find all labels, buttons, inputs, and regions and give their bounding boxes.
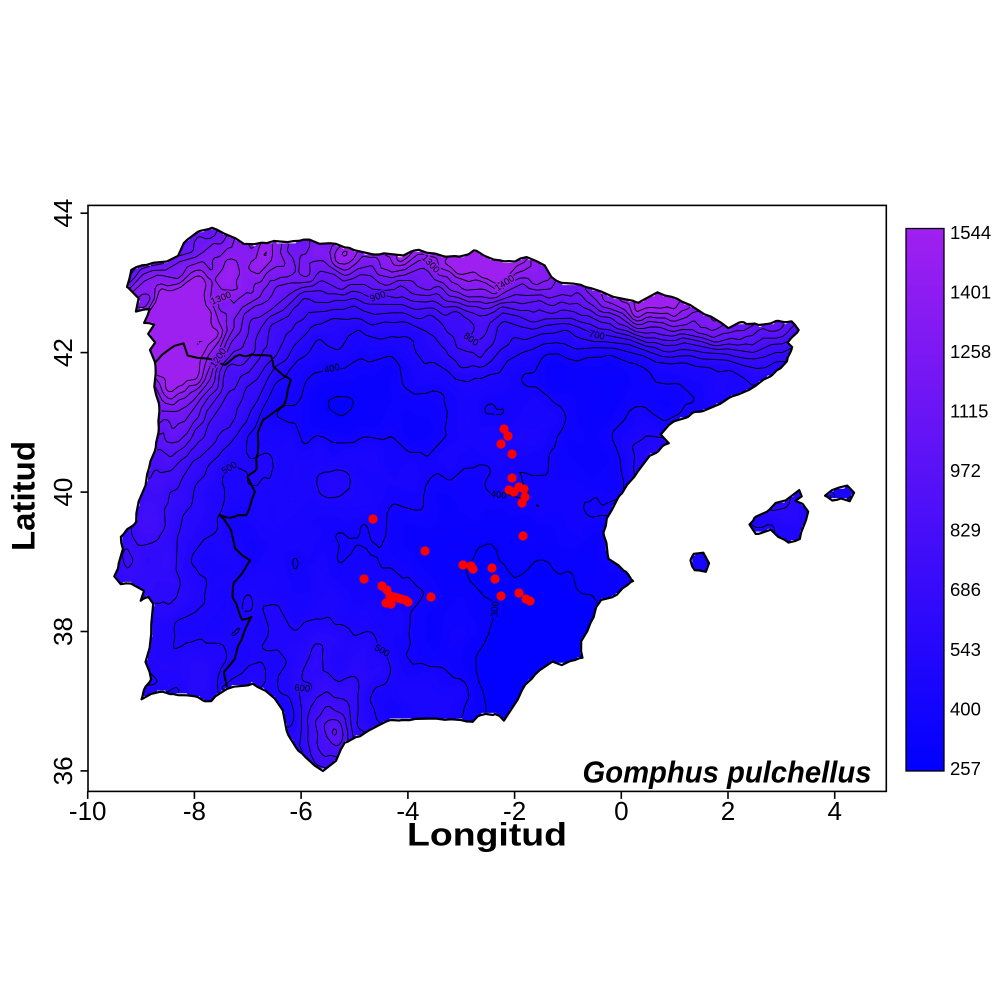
svg-text:4: 4 bbox=[827, 796, 841, 826]
svg-text:0: 0 bbox=[614, 796, 628, 826]
svg-text:829: 829 bbox=[950, 520, 981, 541]
svg-text:700: 700 bbox=[588, 328, 606, 342]
svg-text:Latitud: Latitud bbox=[6, 441, 42, 551]
svg-text:38: 38 bbox=[48, 617, 78, 646]
svg-text:543: 543 bbox=[950, 639, 981, 660]
svg-text:Gomphus pulchellus: Gomphus pulchellus bbox=[583, 755, 872, 790]
svg-text:-2: -2 bbox=[503, 796, 526, 826]
svg-text:-4: -4 bbox=[396, 796, 419, 826]
svg-text:1544: 1544 bbox=[950, 222, 991, 243]
svg-text:400: 400 bbox=[490, 489, 507, 502]
svg-text:1115: 1115 bbox=[950, 401, 988, 422]
svg-text:2: 2 bbox=[721, 796, 735, 826]
svg-text:40: 40 bbox=[48, 478, 78, 507]
svg-text:686: 686 bbox=[950, 579, 981, 600]
svg-text:1258: 1258 bbox=[950, 341, 991, 362]
svg-text:972: 972 bbox=[950, 460, 981, 481]
svg-text:257: 257 bbox=[950, 758, 981, 779]
svg-text:-10: -10 bbox=[69, 796, 107, 826]
svg-text:-8: -8 bbox=[183, 796, 206, 826]
svg-text:Longitud: Longitud bbox=[407, 817, 567, 853]
svg-text:300: 300 bbox=[489, 601, 501, 618]
svg-text:42: 42 bbox=[48, 338, 78, 367]
svg-text:400: 400 bbox=[950, 698, 981, 719]
svg-text:1401: 1401 bbox=[950, 282, 991, 303]
svg-text:44: 44 bbox=[48, 199, 78, 228]
svg-text:-6: -6 bbox=[290, 796, 313, 826]
svg-text:36: 36 bbox=[48, 756, 78, 785]
svg-text:600: 600 bbox=[294, 683, 311, 695]
